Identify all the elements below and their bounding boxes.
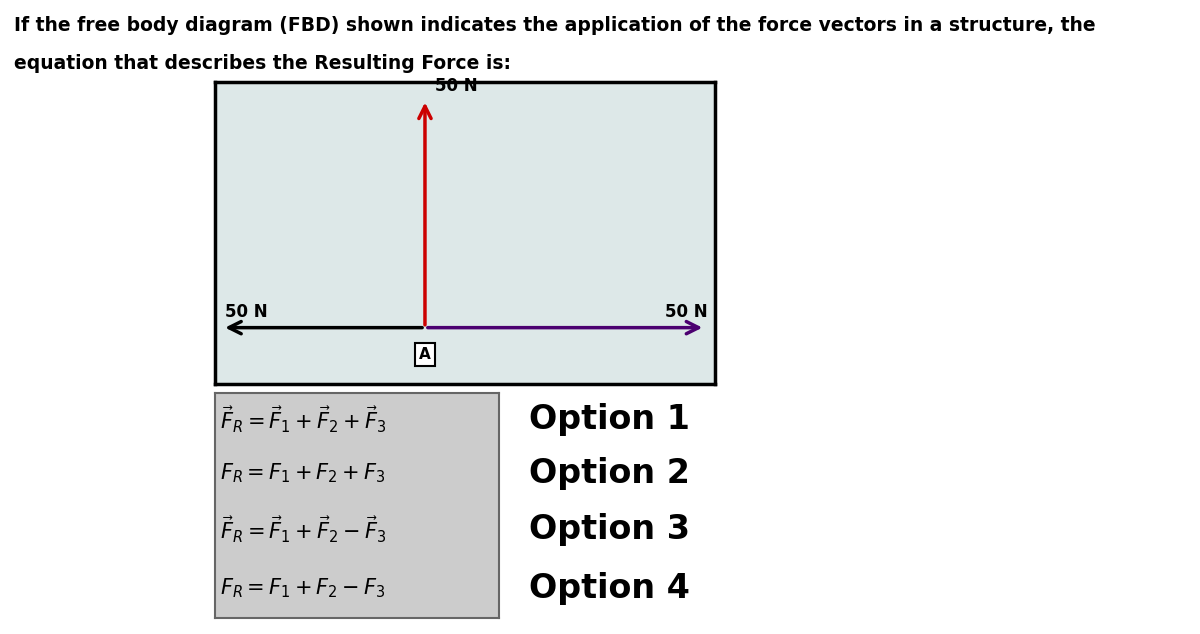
Text: Option 1: Option 1 [529,403,690,436]
Text: $\vec{F}_R = \vec{F}_1 + \vec{F}_2 - \vec{F}_3$: $\vec{F}_R = \vec{F}_1 + \vec{F}_2 - \ve… [221,515,386,545]
Text: 50 N: 50 N [434,77,478,95]
Text: $\vec{F}_R = \vec{F}_1 + \vec{F}_2 + \vec{F}_3$: $\vec{F}_R = \vec{F}_1 + \vec{F}_2 + \ve… [221,404,386,435]
Text: 50 N: 50 N [665,303,708,321]
Text: Option 4: Option 4 [529,572,690,605]
Text: $F_R = F_1 + F_2 + F_3$: $F_R = F_1 + F_2 + F_3$ [221,462,386,485]
Text: Option 3: Option 3 [529,514,690,547]
Text: Option 2: Option 2 [529,457,690,490]
Text: A: A [419,347,431,362]
Text: If the free body diagram (FBD) shown indicates the application of the force vect: If the free body diagram (FBD) shown ind… [14,16,1096,35]
Text: equation that describes the Resulting Force is:: equation that describes the Resulting Fo… [14,54,511,73]
Text: 50 N: 50 N [224,303,268,321]
Text: $F_R = F_1 + F_2 - F_3$: $F_R = F_1 + F_2 - F_3$ [221,577,386,600]
